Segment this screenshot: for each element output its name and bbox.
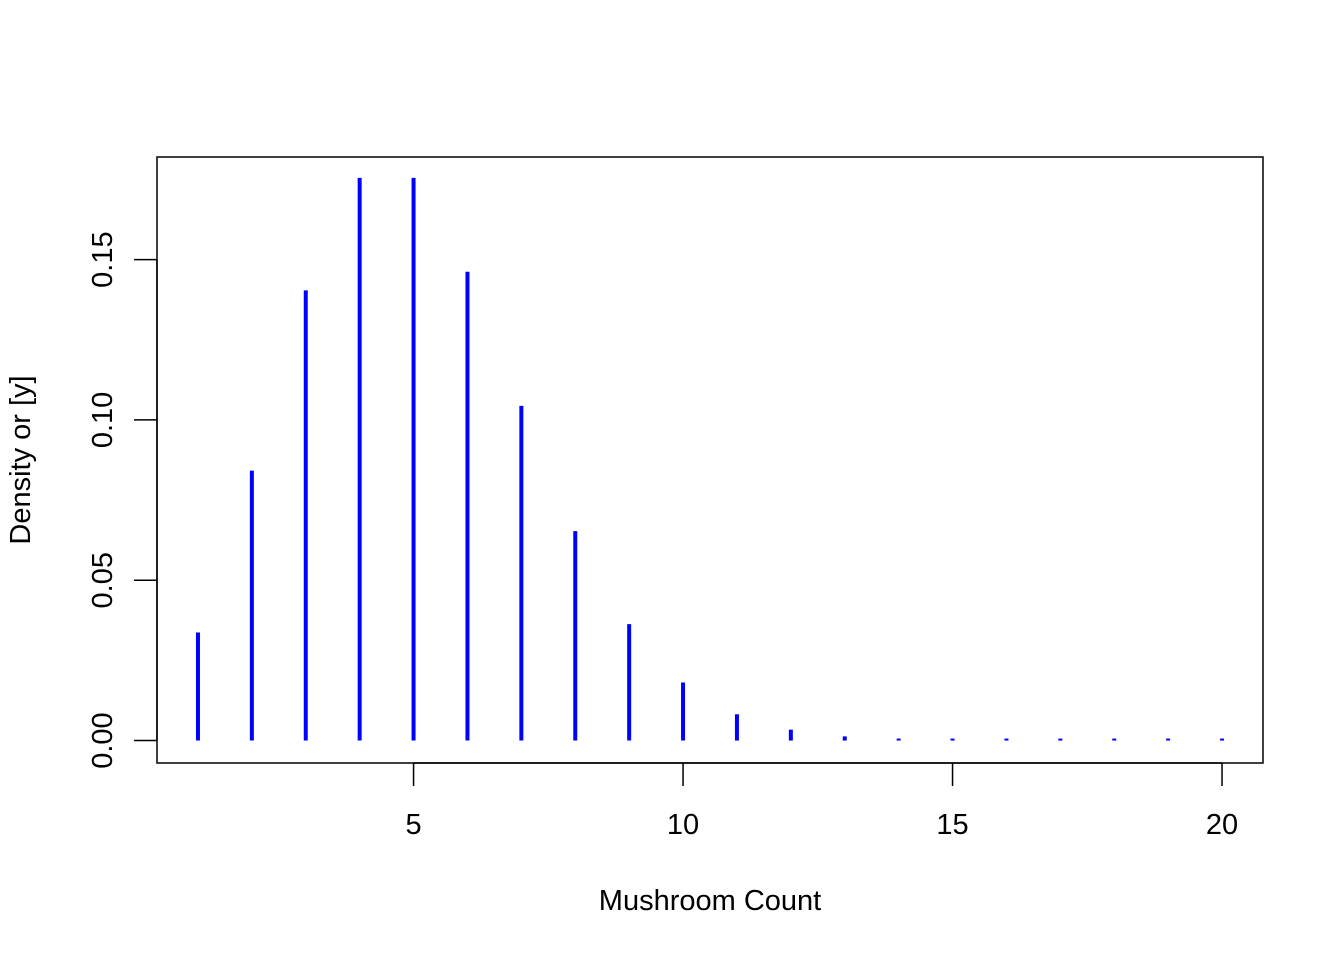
y-tick-label: 0.05 (87, 552, 119, 608)
x-tick-label: 5 (405, 809, 421, 841)
x-tick-label: 10 (667, 809, 699, 841)
x-tick-label: 20 (1206, 809, 1238, 841)
plot-frame (156, 156, 1264, 764)
spike-series (195, 177, 1225, 741)
y-axis: 0.00 0.05 0.10 0.15 (87, 231, 158, 769)
y-tick-label: 0.15 (87, 231, 119, 287)
y-axis-title: Density or [y] (5, 375, 37, 544)
x-axis: 5 10 15 20 (405, 762, 1238, 841)
y-tick-label: 0.10 (87, 392, 119, 448)
x-axis-title: Mushroom Count (599, 885, 821, 917)
y-tick-label: 0.00 (87, 712, 119, 768)
x-tick-label: 15 (936, 809, 968, 841)
